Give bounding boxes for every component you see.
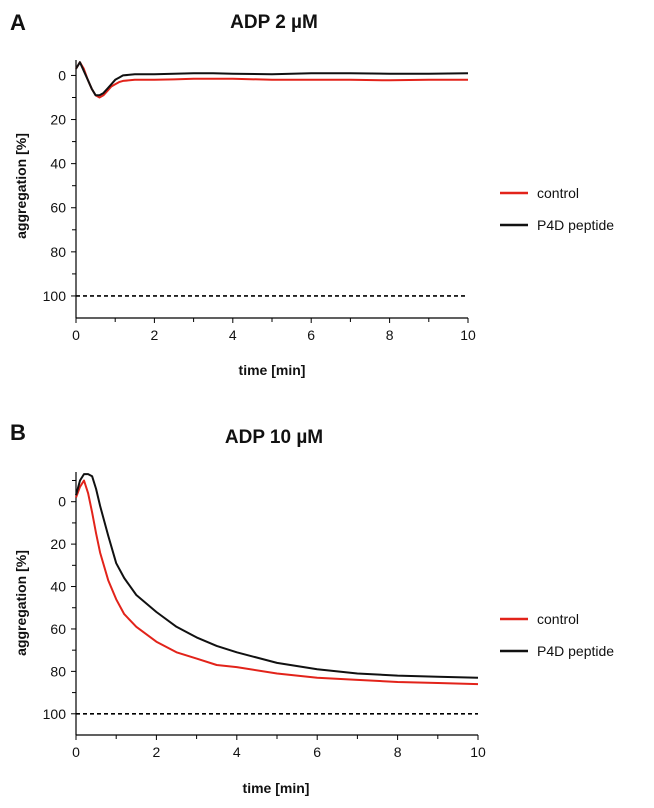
y-tick-label: 80	[50, 244, 66, 260]
series-line-control	[75, 479, 479, 686]
x-tick-label: 2	[151, 327, 159, 343]
x-axis-label: time [min]	[239, 362, 306, 378]
x-tick-label: 6	[313, 744, 321, 760]
y-tick-label: 0	[58, 494, 66, 510]
chart-title: ADP 2 µM	[230, 12, 318, 33]
legend-label: control	[537, 185, 579, 201]
x-tick-label: 8	[394, 744, 402, 760]
panel-a: A ADP 2 µM 0 20 40 60 80 100 0 2 4 6 8 10 aggregati…	[0, 0, 654, 395]
chart-a: A ADP 2 µM 0 20 40 60 80 100 0 2 4 6 8 10 aggregati…	[10, 10, 614, 378]
chart-title: ADP 10 µM	[225, 427, 323, 448]
legend-label: P4D peptide	[537, 217, 614, 233]
x-tick-label: 8	[386, 327, 394, 343]
y-tick-label: 100	[43, 706, 67, 722]
panel-b: B ADP 10 µM 0 20 40 60 80 100 0 2 4 6 8 10 aggregat…	[0, 410, 654, 803]
y-tick-label: 60	[50, 200, 66, 216]
y-tick-label: 100	[43, 288, 67, 304]
x-tick-label: 10	[470, 744, 486, 760]
y-tick-label: 20	[50, 112, 66, 128]
legend-label: control	[537, 611, 579, 627]
legend-label: P4D peptide	[537, 643, 614, 659]
x-tick-label: 6	[307, 327, 315, 343]
y-tick-label: 40	[50, 156, 66, 172]
panel-letter: A	[10, 10, 26, 35]
series-line-control	[75, 61, 468, 99]
x-tick-label: 10	[460, 327, 476, 343]
y-tick-label: 0	[58, 67, 66, 83]
series-line-p4d-peptide	[75, 473, 479, 679]
panel-letter: B	[10, 420, 26, 445]
y-tick-label: 60	[50, 621, 66, 637]
chart-b: B ADP 10 µM 0 20 40 60 80 100 0 2 4 6 8 10 aggregat…	[10, 420, 614, 796]
y-axis-label: aggregation [%]	[13, 550, 29, 656]
x-tick-label: 0	[72, 744, 80, 760]
y-tick-label: 20	[50, 536, 66, 552]
y-tick-label: 40	[50, 579, 66, 595]
y-axis-label: aggregation [%]	[13, 133, 29, 239]
x-tick-label: 4	[233, 744, 241, 760]
x-tick-label: 0	[72, 327, 80, 343]
x-axis-label: time [min]	[243, 780, 310, 796]
series-line-p4d-peptide	[75, 61, 469, 97]
x-tick-label: 4	[229, 327, 237, 343]
x-tick-label: 2	[153, 744, 161, 760]
y-tick-label: 80	[50, 663, 66, 679]
